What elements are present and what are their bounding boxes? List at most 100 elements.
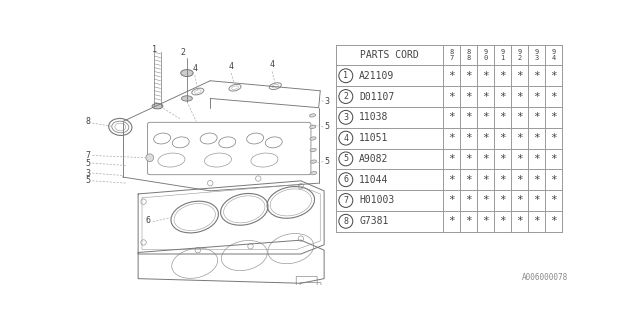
Text: *: * — [516, 71, 523, 81]
Text: *: * — [499, 112, 506, 122]
Text: *: * — [550, 71, 557, 81]
Text: 1: 1 — [343, 71, 348, 80]
Text: *: * — [533, 71, 540, 81]
Text: *: * — [550, 112, 557, 122]
Text: 2: 2 — [180, 48, 186, 57]
Text: *: * — [550, 133, 557, 143]
Text: *: * — [550, 196, 557, 205]
Text: *: * — [516, 133, 523, 143]
Text: 8
8: 8 8 — [466, 49, 470, 61]
Ellipse shape — [310, 148, 316, 152]
Text: *: * — [448, 71, 454, 81]
Text: 5: 5 — [324, 123, 329, 132]
Text: *: * — [448, 154, 454, 164]
Text: 6: 6 — [343, 175, 348, 184]
Text: 8: 8 — [85, 117, 90, 126]
Text: *: * — [516, 196, 523, 205]
Text: *: * — [448, 92, 454, 101]
Text: *: * — [482, 196, 489, 205]
Text: 11038: 11038 — [359, 112, 388, 122]
Text: *: * — [482, 71, 489, 81]
Text: 7: 7 — [343, 196, 348, 205]
Text: 6: 6 — [146, 216, 150, 225]
Text: *: * — [448, 196, 454, 205]
Text: *: * — [550, 216, 557, 226]
Text: *: * — [482, 133, 489, 143]
Circle shape — [146, 154, 154, 162]
Text: *: * — [448, 175, 454, 185]
Text: *: * — [465, 154, 472, 164]
Text: *: * — [448, 112, 454, 122]
Text: 3: 3 — [343, 113, 348, 122]
Text: *: * — [533, 133, 540, 143]
Text: 4: 4 — [269, 60, 275, 69]
Text: *: * — [533, 216, 540, 226]
Text: 4: 4 — [192, 64, 197, 73]
Text: 9
3: 9 3 — [534, 49, 539, 61]
Text: *: * — [533, 154, 540, 164]
Text: 2: 2 — [343, 92, 348, 101]
Text: *: * — [499, 92, 506, 101]
Text: *: * — [465, 71, 472, 81]
Text: H01003: H01003 — [359, 196, 394, 205]
Text: *: * — [533, 92, 540, 101]
Text: 9
0: 9 0 — [483, 49, 488, 61]
Text: 11044: 11044 — [359, 175, 388, 185]
Text: *: * — [448, 216, 454, 226]
Text: *: * — [499, 154, 506, 164]
Text: *: * — [465, 112, 472, 122]
Text: *: * — [499, 71, 506, 81]
Text: *: * — [516, 154, 523, 164]
Text: 3: 3 — [324, 97, 329, 106]
Text: 5: 5 — [343, 155, 348, 164]
Ellipse shape — [152, 103, 163, 109]
Text: PARTS CORD: PARTS CORD — [360, 50, 419, 60]
Text: A21109: A21109 — [359, 71, 394, 81]
Text: *: * — [533, 196, 540, 205]
Text: *: * — [499, 175, 506, 185]
Text: *: * — [465, 216, 472, 226]
Text: *: * — [465, 175, 472, 185]
Text: 3: 3 — [85, 169, 90, 178]
Ellipse shape — [182, 96, 193, 101]
Text: *: * — [516, 92, 523, 101]
Text: 8
7: 8 7 — [449, 49, 453, 61]
Text: 8: 8 — [343, 217, 348, 226]
Ellipse shape — [310, 114, 316, 117]
Text: *: * — [516, 175, 523, 185]
Text: *: * — [465, 196, 472, 205]
Text: *: * — [482, 154, 489, 164]
Text: *: * — [499, 133, 506, 143]
Text: 11051: 11051 — [359, 133, 388, 143]
Ellipse shape — [310, 160, 316, 163]
Text: 4: 4 — [228, 62, 234, 71]
Text: *: * — [499, 216, 506, 226]
Ellipse shape — [310, 172, 317, 175]
Text: *: * — [533, 112, 540, 122]
Text: *: * — [516, 112, 523, 122]
Text: 9
4: 9 4 — [552, 49, 556, 61]
Text: 9
1: 9 1 — [500, 49, 504, 61]
Text: D01107: D01107 — [359, 92, 394, 101]
Text: *: * — [499, 196, 506, 205]
Text: *: * — [550, 154, 557, 164]
Text: *: * — [482, 92, 489, 101]
Text: G7381: G7381 — [359, 216, 388, 226]
Text: 1: 1 — [152, 45, 157, 54]
Text: *: * — [482, 216, 489, 226]
Text: *: * — [482, 112, 489, 122]
Text: 5: 5 — [324, 157, 329, 166]
Text: 7: 7 — [85, 151, 90, 160]
Text: *: * — [533, 175, 540, 185]
Text: 9
2: 9 2 — [517, 49, 522, 61]
Ellipse shape — [310, 137, 316, 140]
Text: *: * — [550, 175, 557, 185]
Text: 5: 5 — [85, 176, 90, 185]
Text: *: * — [550, 92, 557, 101]
Ellipse shape — [310, 125, 316, 129]
Text: *: * — [465, 92, 472, 101]
Text: *: * — [465, 133, 472, 143]
Text: A9082: A9082 — [359, 154, 388, 164]
Text: 4: 4 — [343, 134, 348, 143]
Text: *: * — [448, 133, 454, 143]
